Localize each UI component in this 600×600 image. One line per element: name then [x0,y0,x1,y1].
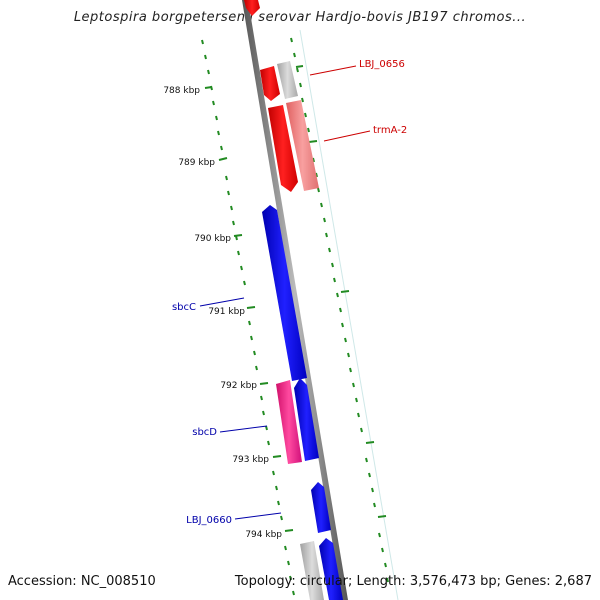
scale-label-792: 792 kbp [220,381,257,391]
gene-labels: LBJ_0656 trmA-2 sbcC sbcD LBJ_0660 [172,59,407,526]
gene-arrow-bottom-gray[interactable] [300,541,324,600]
gene-label-sbcd: sbcD [192,427,217,438]
gene-arrow-sbcc[interactable] [262,205,307,381]
scale-label-791: 791 kbp [208,307,245,317]
map-title: Leptospira borgpetersenii serovar Hardjo… [73,10,527,25]
callout-lines [199,65,371,520]
scale-label-788: 788 kbp [163,86,200,96]
genome-summary: Topology: circular; Length: 3,576,473 bp… [234,574,592,589]
gene-label-lbj-0660: LBJ_0660 [186,515,232,526]
gene-arrow-blue-inner[interactable] [294,378,319,461]
left-tick-ring [201,39,295,596]
gene-label-sbcc: sbcC [172,302,196,313]
scale-labels: 788 kbp 789 kbp 790 kbp 791 kbp 792 kbp … [163,86,282,540]
outer-guide-line [299,29,399,600]
gene-arrow-trma-2[interactable] [286,100,319,191]
gene-arrow-lbj-0660[interactable] [311,482,331,533]
gene-arrow-lbj-0656[interactable] [260,66,280,101]
gene-arrow-trma-2-outer[interactable] [268,105,298,192]
genome-backbone [242,0,348,600]
scale-label-793: 793 kbp [232,455,269,465]
right-tick-ring [290,37,389,583]
gene-arrow-gray-top[interactable] [277,61,298,99]
scale-label-794: 794 kbp [245,530,282,540]
gene-arrow-blue-bottom[interactable] [319,538,343,600]
scale-label-790: 790 kbp [194,234,231,244]
gene-label-lbj-0656: LBJ_0656 [359,59,405,70]
gene-arrow-top-red[interactable] [244,0,260,16]
gene-arrow-sbcd[interactable] [276,380,302,464]
accession-label: Accession: NC_008510 [8,574,156,589]
gene-label-trma-2: trmA-2 [373,125,407,136]
scale-label-789: 789 kbp [178,158,215,168]
